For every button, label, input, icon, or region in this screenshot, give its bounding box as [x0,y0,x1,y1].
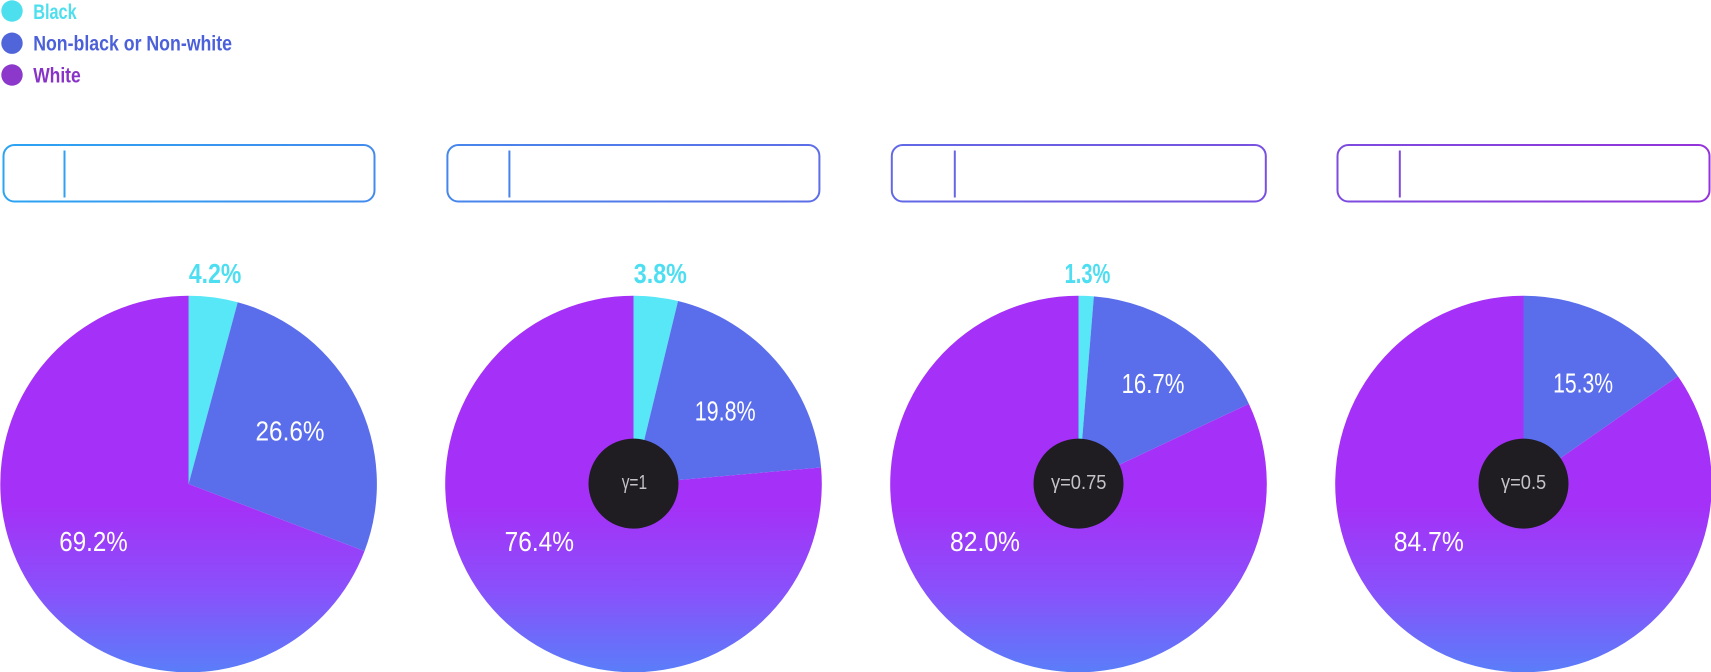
svg-text:γ=0.5: γ=0.5 [1501,472,1546,494]
svg-text:19.8%: 19.8% [695,395,756,426]
svg-text:γ=0.75: γ=0.75 [1051,472,1107,494]
svg-text:69.2%: 69.2% [59,526,127,557]
svg-text:26.6%: 26.6% [256,416,325,447]
svg-text:White: White [33,65,80,88]
svg-text:γ=1: γ=1 [622,472,647,494]
svg-text:15.3%: 15.3% [1553,368,1613,399]
svg-text:3.8%: 3.8% [634,258,687,289]
svg-text:76.4%: 76.4% [505,526,574,557]
svg-text:1.3%: 1.3% [1065,258,1111,289]
svg-text:82.0%: 82.0% [950,526,1020,557]
svg-text:4.2%: 4.2% [189,258,241,289]
svg-text:Non-black or Non-white: Non-black or Non-white [33,33,232,56]
svg-text:Black: Black [33,1,77,24]
svg-text:84.7%: 84.7% [1394,526,1464,557]
svg-text:16.7%: 16.7% [1122,368,1185,399]
